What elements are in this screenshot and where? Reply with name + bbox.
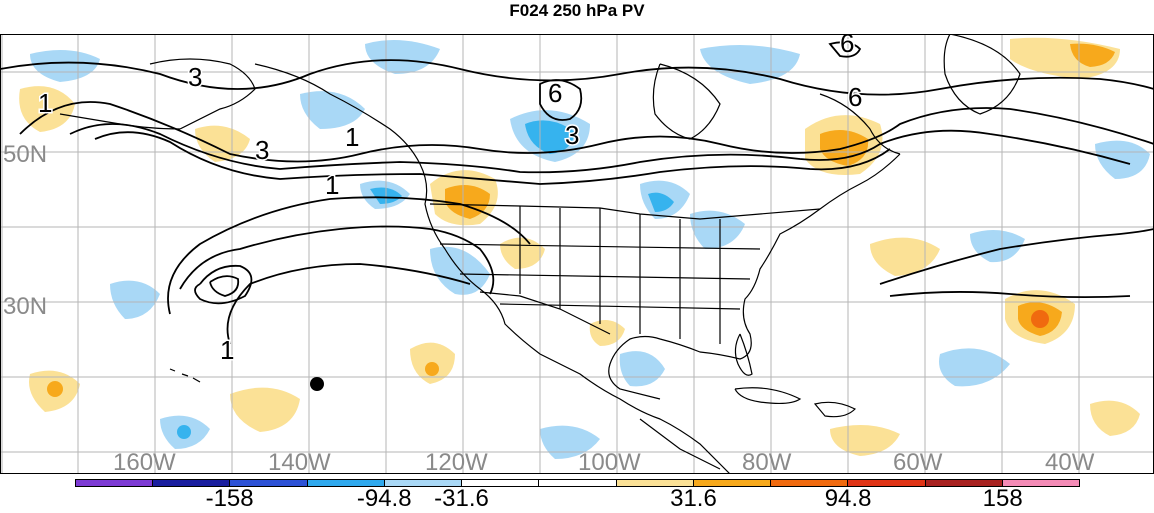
contour-label: 1 xyxy=(220,335,234,365)
negative-anomaly-patch xyxy=(365,40,440,74)
colorbar-swatch xyxy=(924,480,1002,486)
colorbar-label: -94.8 xyxy=(356,485,412,512)
north-america-west-coast xyxy=(254,63,731,474)
hawaii xyxy=(169,368,201,383)
colorbar-swatch xyxy=(615,480,693,486)
colorbar-swatch xyxy=(152,480,230,486)
contour-line xyxy=(94,131,891,185)
longitude-label: 100W xyxy=(578,449,641,474)
latitude-label: 30N xyxy=(3,293,47,320)
lat-lon-grid xyxy=(0,34,1154,474)
colorbar xyxy=(75,479,1080,487)
central-america xyxy=(639,418,721,470)
longitude-label: 40W xyxy=(1045,449,1095,474)
negative-anomaly-core xyxy=(177,425,191,439)
colorbar-swatch xyxy=(461,480,539,486)
negative-anomaly-patch xyxy=(1095,140,1150,179)
colorbar-swatch xyxy=(692,480,771,486)
station-marker xyxy=(310,377,324,391)
negative-anomaly-patch xyxy=(690,210,745,249)
positive-anomaly-max xyxy=(1031,310,1049,328)
colorbar-label: 31.6 xyxy=(670,485,717,512)
negative-anomaly-patch xyxy=(619,351,665,387)
contour-line xyxy=(226,263,471,345)
colorbar-swatch xyxy=(1001,480,1080,486)
positive-anomaly-patch xyxy=(870,237,940,276)
negative-anomaly-patch xyxy=(30,50,100,82)
colorbar-label: -158 xyxy=(205,485,254,512)
negative-anomaly-patch xyxy=(700,45,800,84)
hispaniola xyxy=(813,401,857,418)
contour-label: 1 xyxy=(325,170,339,200)
longitude-label: 60W xyxy=(893,449,943,474)
contour-line xyxy=(167,196,531,315)
contour-line xyxy=(889,291,1131,299)
negative-anomaly-patch xyxy=(110,280,160,319)
colorbar-label: -31.6 xyxy=(434,485,489,512)
contour-label: 3 xyxy=(255,135,269,165)
longitude-label: 160W xyxy=(113,449,176,474)
contour-label: 1 xyxy=(345,122,359,152)
contour-line xyxy=(539,79,583,121)
positive-anomaly-patch xyxy=(1090,400,1140,436)
pv-map: 1 3 6 1 3 6 3 1 1 6 50N 30N 160W 140W 12… xyxy=(0,34,1154,474)
latitude-labels: 50N 30N xyxy=(3,141,47,320)
colorbar-label: 158 xyxy=(982,485,1023,512)
colorbar-swatch xyxy=(306,480,384,486)
contour-line xyxy=(69,123,1131,174)
pv-anomaly-fill xyxy=(19,37,1150,459)
contour-label: 6 xyxy=(548,78,562,108)
longitude-label: 80W xyxy=(742,449,792,474)
positive-anomaly-patch xyxy=(195,125,250,162)
pv-contours xyxy=(0,41,1154,345)
longitude-label: 120W xyxy=(425,449,488,474)
contour-line xyxy=(0,59,1154,96)
positive-anomaly-core xyxy=(1070,43,1115,67)
contour-labels: 1 3 6 1 3 6 3 1 1 6 xyxy=(37,34,864,367)
colorbar-swatch xyxy=(770,480,848,486)
contour-line xyxy=(828,41,862,58)
contour-label: 6 xyxy=(848,82,862,112)
florida xyxy=(734,333,753,376)
contour-label: 3 xyxy=(565,120,579,150)
contour-line xyxy=(879,228,1154,285)
ocean-background xyxy=(0,34,1154,474)
positive-anomaly-patch xyxy=(230,387,300,432)
contour-label: 3 xyxy=(188,62,202,92)
map-title: F024 250 hPa PV xyxy=(509,1,645,20)
negative-anomaly-patch xyxy=(540,425,600,459)
longitude-label: 140W xyxy=(268,449,331,474)
colorbar-swatch xyxy=(383,480,462,486)
cuba xyxy=(734,387,802,405)
north-america-east-coast xyxy=(608,153,901,400)
positive-anomaly-core xyxy=(425,362,439,376)
negative-anomaly-patch xyxy=(300,91,365,129)
positive-anomaly-core xyxy=(47,381,63,397)
negative-anomaly-core xyxy=(525,120,575,154)
latitude-label: 50N xyxy=(3,141,47,168)
colorbar-label: 94.8 xyxy=(824,485,872,512)
positive-anomaly-patch xyxy=(19,86,75,132)
longitude-labels: 160W 140W 120W 100W 80W 60W 40W xyxy=(113,449,1095,474)
greenland xyxy=(943,34,1021,115)
negative-anomaly-core xyxy=(648,192,674,212)
contour-label: 6 xyxy=(840,34,854,58)
contour-line xyxy=(209,275,240,297)
contour-line xyxy=(179,225,495,295)
contour-label: 1 xyxy=(38,88,52,118)
colorbar-swatch xyxy=(76,480,153,486)
contour-line xyxy=(19,101,1154,163)
colorbar-swatch xyxy=(847,480,925,486)
contour-line xyxy=(194,264,253,305)
state-lines xyxy=(439,206,761,344)
colorbar-swatch xyxy=(229,480,307,486)
colorbar-swatch xyxy=(538,480,616,486)
negative-anomaly-patch xyxy=(970,230,1025,263)
